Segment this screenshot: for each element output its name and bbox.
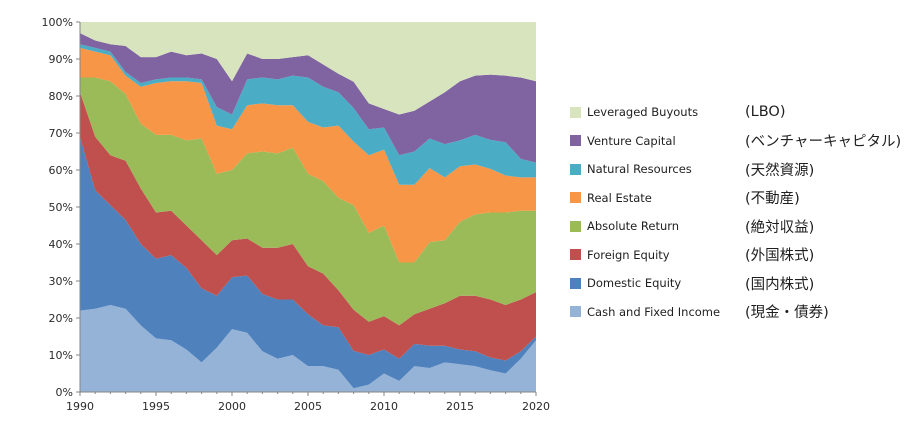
y-tick-label: 30% [49, 275, 73, 288]
legend-label: Domestic Equity [587, 276, 682, 291]
legend-item-leveraged-buyouts: Leveraged Buyouts (LBO) [570, 98, 905, 127]
x-tick-label: 1990 [66, 400, 94, 413]
legend-label: Natural Resources [587, 162, 692, 177]
axes: 0% 10% 20% 30% 40% 50% 60% 70% 80% 90% 100% 1990 199… [42, 16, 550, 413]
area-venture-capital [80, 33, 536, 163]
x-tick-label: 1995 [142, 400, 170, 413]
legend-swatch [570, 135, 581, 147]
legend-swatch [570, 163, 581, 175]
chart-legend: Leveraged Buyouts (LBO) Venture Capital (ベン… [570, 98, 905, 326]
legend-label-japanese: (絶対収益) [745, 219, 815, 236]
legend-label-japanese: (現金・債券) [745, 305, 829, 322]
legend-label-japanese: (天然資源) [745, 162, 815, 179]
legend-label: Cash and Fixed Income [587, 304, 721, 319]
legend-label: Leveraged Buyouts [587, 105, 699, 120]
legend-label: Venture Capital [587, 133, 676, 148]
legend-label-japanese: (ベンチャーキャピタル) [745, 134, 902, 151]
x-tick-label: 2010 [370, 400, 398, 413]
y-tick-label: 10% [49, 349, 73, 362]
area-natural-resources [80, 44, 536, 185]
area-layer [80, 22, 536, 392]
legend-item-cash-and-fixed-income: Cash and Fixed Income (現金・債券) [570, 298, 905, 327]
y-tick-label: 70% [49, 127, 73, 140]
area-cash-and-fixed-income [80, 305, 536, 392]
x-tick-label: 2005 [294, 400, 322, 413]
legend-swatch [570, 306, 581, 318]
legend-label: Absolute Return [587, 219, 680, 234]
area-leveraged-buyouts [80, 22, 536, 115]
legend-label-japanese: (LBO) [745, 104, 786, 121]
legend-label: Real Estate [587, 190, 652, 205]
legend-item-domestic-equity: Domestic Equity (国内株式) [570, 269, 905, 298]
legend-label-japanese: (不動産) [745, 191, 800, 208]
area-real-estate [80, 47, 536, 263]
y-tick-label: 0% [56, 386, 73, 399]
legend-item-foreign-equity: Foreign Equity (外国株式) [570, 241, 905, 270]
y-tick-label: 80% [49, 90, 73, 103]
legend-item-venture-capital: Venture Capital (ベンチャーキャピタル) [570, 127, 905, 156]
area-absolute-return [80, 77, 536, 326]
y-tick-label: 50% [49, 201, 73, 214]
legend-swatch [570, 277, 581, 289]
legend-swatch [570, 192, 581, 204]
y-tick-label: 90% [49, 53, 73, 66]
legend-item-real-estate: Real Estate (不動産) [570, 184, 905, 213]
x-tick-label: 2015 [446, 400, 474, 413]
legend-swatch [570, 249, 581, 261]
legend-item-natural-resources: Natural Resources (天然資源) [570, 155, 905, 184]
area-domestic-equity [80, 136, 536, 389]
legend-item-absolute-return: Absolute Return (絶対収益) [570, 212, 905, 241]
legend-label: Foreign Equity [587, 247, 670, 262]
y-tick-label: 100% [42, 16, 73, 29]
area-foreign-equity [80, 92, 536, 361]
y-tick-label: 40% [49, 238, 73, 251]
x-tick-label: 2020 [522, 400, 550, 413]
y-tick-label: 60% [49, 164, 73, 177]
y-tick-label: 20% [49, 312, 73, 325]
x-tick-label: 2000 [218, 400, 246, 413]
legend-label-japanese: (外国株式) [745, 248, 815, 265]
legend-swatch [570, 106, 581, 118]
legend-swatch [570, 220, 581, 232]
legend-label-japanese: (国内株式) [745, 276, 815, 293]
